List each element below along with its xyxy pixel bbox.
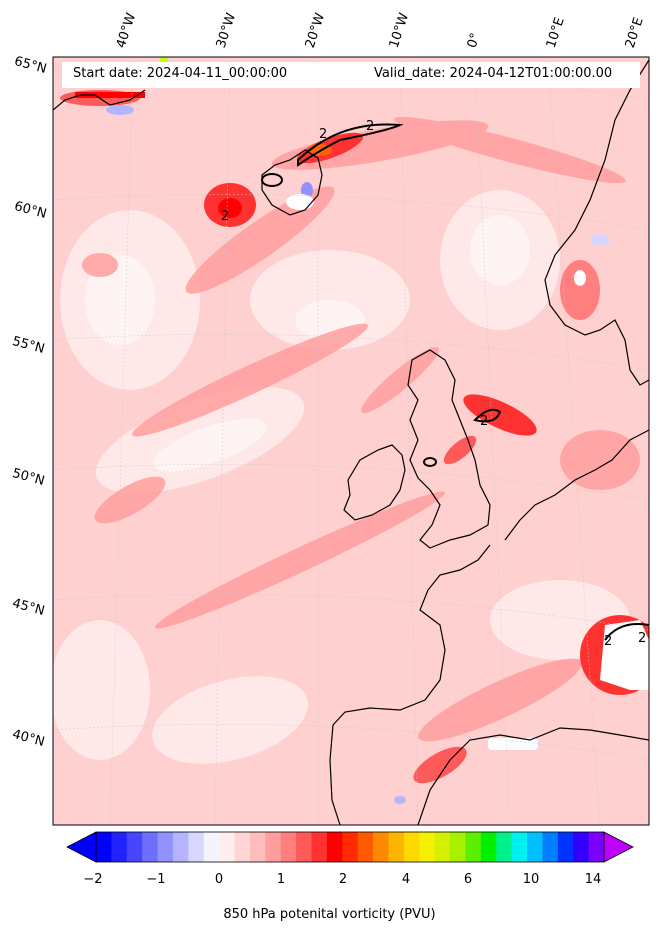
colorbar-cell [465,832,482,862]
colorbar-cell [326,832,343,862]
colorbar-tick-label: 4 [401,872,411,887]
colorbar-cell [249,832,266,862]
colorbar-cell [480,832,497,862]
contour-label: 2 [604,634,612,649]
pv-field-white-patches [85,215,530,472]
colorbar-cell [96,832,112,862]
pv-field-light-patches [53,190,630,764]
start-date-label: Start date: 2024-04-11_00:00:00 [73,66,288,81]
colorbar-tick-label: −2 [83,872,103,887]
contour-labels: 2 2 2 2 2 2 [221,119,646,649]
colorbar-cell [542,832,559,862]
colorbar-tick-label: 0 [214,872,224,887]
colorbar-over-arrow [603,831,634,863]
colorbar-cell [557,832,574,862]
colorbar-cell [265,832,282,862]
colorbar-cell [527,832,543,862]
colorbar-tick-label: 14 [584,872,602,887]
colorbar-frame [95,831,605,863]
france-iberia-coast [329,544,491,825]
colorbar [66,831,634,863]
greenland-coast [53,89,146,111]
colorbar-cell [588,832,605,862]
colorbar-under-arrow [66,831,97,863]
colorbar-cell [419,832,436,862]
colorbar-cell [234,832,251,862]
colorbar-cell [157,832,174,862]
contour-label: 2 [638,631,646,646]
mediterranean-coast [417,727,649,825]
contour-label: 2 [366,119,374,134]
colorbar-cell [126,832,143,862]
colorbar-cell [373,832,389,862]
orography-masked-areas [286,194,649,750]
coastlines [53,59,649,825]
colorbar-cell [357,832,374,862]
colorbar-cell [111,832,128,862]
colorbar-cell [280,832,297,862]
iceland-coast [261,149,323,216]
pv-2-contours [261,123,649,641]
colorbar-title: 850 hPa potenital vorticity (PVU) [223,907,436,922]
colorbar-cell [434,832,451,862]
colorbar-cell [388,832,405,862]
colorbar-cell [573,832,590,862]
colorbar-cell [496,832,513,862]
ireland-coast [343,444,406,521]
colorbar-tick-label: 1 [276,872,286,887]
contour-label: 2 [480,414,488,429]
north-sea-coast [504,429,649,541]
colorbar-cell [203,832,220,862]
top-edge-band [75,57,168,98]
great-britain-coast [407,349,491,549]
colorbar-cell [511,832,528,862]
colorbar-cell [342,832,359,862]
contour-label: 2 [319,127,327,142]
colorbar-cell [450,832,466,862]
map-frame [52,56,650,826]
colorbar-cell [219,832,236,862]
colorbar-cell [403,832,420,862]
graticule [53,57,649,825]
colorbar-cell [296,832,313,862]
contour-label: 2 [221,209,229,224]
colorbar-tick-label: 6 [463,872,473,887]
header-box [62,62,640,88]
norway-coast [544,59,649,386]
valid-date-label: Valid_date: 2024-04-12T01:00:00.00 [374,66,613,81]
colorbar-tick-label: 10 [522,872,540,887]
colorbar-tick-label: −1 [146,872,166,887]
colorbar-cell [311,832,328,862]
colorbar-tick-label: 2 [338,872,348,887]
colorbar-cell [188,832,205,862]
colorbar-cell [142,832,159,862]
colorbar-cell [172,832,189,862]
